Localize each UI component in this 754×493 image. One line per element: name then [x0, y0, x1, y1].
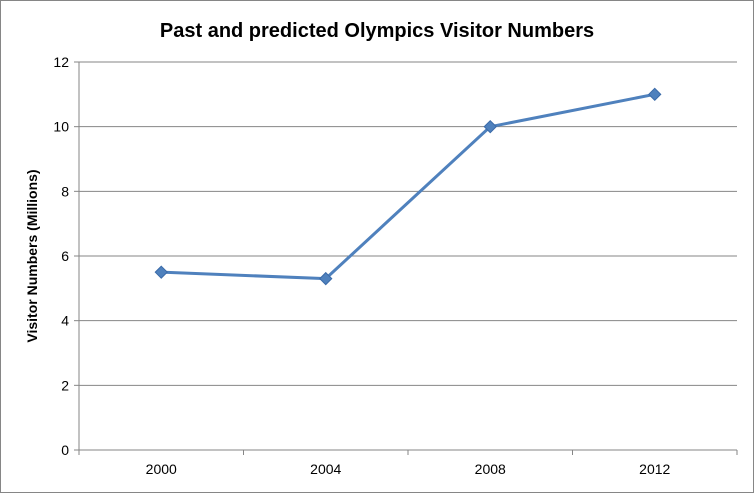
data-point-marker: [319, 271, 333, 286]
x-tick-label: 2008: [475, 461, 506, 477]
y-axis-label: Visitor Numbers (Millions): [24, 169, 40, 342]
gridlines: [79, 61, 737, 386]
data-point-marker: [154, 265, 168, 279]
data-point-marker: [483, 119, 497, 134]
y-tick-label: 8: [61, 183, 69, 199]
chart-title: Past and predicted Olympics Visitor Numb…: [160, 20, 594, 42]
y-tick-label: 12: [53, 54, 69, 70]
x-tick-label: 2004: [310, 461, 341, 477]
axes: [74, 61, 738, 455]
y-tick-label: 10: [53, 119, 69, 135]
y-tick-label: 0: [61, 442, 69, 458]
data-point-marker: [648, 87, 662, 102]
x-tick-label: 2000: [146, 461, 177, 477]
y-tick-label: 6: [61, 248, 69, 264]
data-series: [154, 87, 662, 286]
x-tick-label: 2012: [639, 461, 670, 477]
y-tick-label: 4: [61, 313, 69, 329]
y-tick-labels: 0 2 4 6 8 10 12: [53, 54, 69, 458]
y-tick-label: 2: [61, 377, 69, 393]
series-line: [161, 92, 656, 281]
x-tick-labels: 2000 2004 2008 2012: [146, 461, 671, 477]
